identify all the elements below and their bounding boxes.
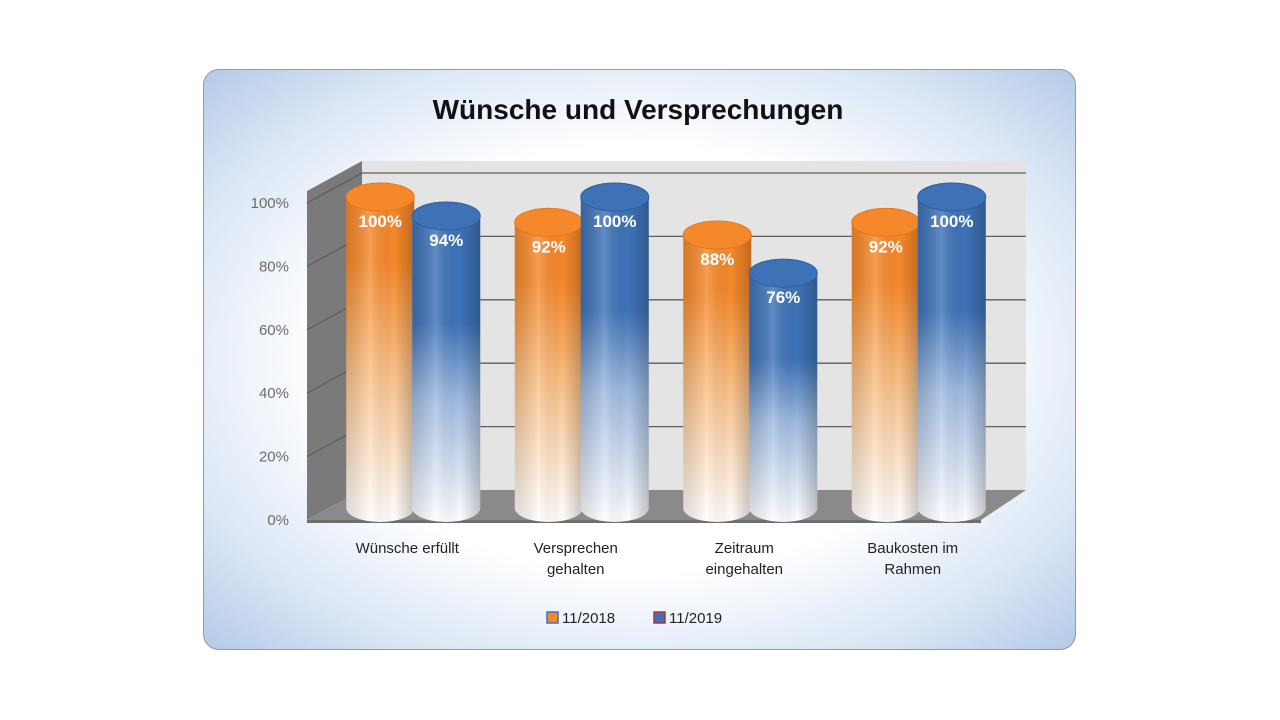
x-category-label: Versprechen gehalten [534, 540, 618, 578]
bar-top [345, 182, 415, 212]
bar-shade [749, 273, 818, 522]
bar-shade [851, 222, 920, 523]
bar: 100% [580, 182, 650, 522]
data-label: 88% [700, 250, 734, 269]
legend-item: 11/2018 [546, 610, 615, 627]
legend-label: 11/2019 [669, 610, 722, 627]
legend-swatch [546, 611, 559, 624]
chart-svg: Wünsche und Versprechungen 0% 20% 40% 60% 80… [251, 94, 1026, 627]
y-axis: 0% 20% 40% 60% 80% 100% [251, 195, 289, 529]
floor-edge [307, 520, 981, 523]
x-category-line: Baukosten im [867, 540, 958, 557]
bar-shade [346, 197, 415, 522]
chart-title: Wünsche und Versprechungen [433, 94, 844, 125]
legend: 11/2018 11/2019 [546, 610, 722, 627]
x-category-label: Zeitraum eingehalten [705, 540, 783, 578]
bar-shade [917, 197, 986, 522]
bar-top [682, 220, 752, 250]
bar: 88% [682, 220, 752, 523]
x-category-line: Versprechen [534, 540, 618, 557]
bar-shade [683, 235, 752, 523]
bar: 100% [345, 182, 415, 522]
x-category-line: eingehalten [705, 561, 783, 578]
bar: 100% [917, 182, 987, 522]
data-label: 76% [766, 288, 800, 307]
legend-item: 11/2019 [653, 610, 722, 627]
bar-top [851, 207, 921, 237]
bar: 92% [851, 207, 921, 523]
x-category-label: Wünsche erfüllt [356, 540, 460, 557]
legend-label: 11/2018 [562, 610, 615, 627]
bar: 76% [748, 258, 818, 522]
data-label: 92% [532, 237, 566, 256]
legend-swatch [653, 611, 666, 624]
bars: 100% 94% 92% 100% 88% 76% 92% 100% [345, 182, 987, 523]
y-tick-label: 80% [259, 258, 289, 275]
data-label: 100% [359, 212, 402, 231]
bar-shade [580, 197, 649, 522]
data-label: 94% [429, 231, 463, 250]
y-tick-label: 0% [267, 512, 289, 529]
x-category-line: Rahmen [884, 561, 941, 578]
bar-shade [412, 216, 481, 522]
data-label: 92% [869, 237, 903, 256]
bar-top [917, 182, 987, 212]
x-category-line: gehalten [547, 561, 605, 578]
bar-top [748, 258, 818, 288]
bar-top [411, 201, 481, 231]
y-tick-label: 40% [259, 385, 289, 402]
x-category-line: Zeitraum [715, 540, 774, 557]
gridline-side [306, 172, 363, 204]
data-label: 100% [930, 212, 973, 231]
data-label: 100% [593, 212, 636, 231]
bar-top [580, 182, 650, 212]
bar: 92% [514, 207, 584, 523]
y-tick-label: 60% [259, 322, 289, 339]
floor [307, 490, 1026, 520]
chart-frame: Wünsche und Versprechungen 0% 20% 40% 60% 80… [203, 69, 1076, 650]
x-axis: Wünsche erfüllt Versprechen gehalten Zeitra… [356, 540, 959, 578]
bar-shade [514, 222, 583, 523]
x-category-label: Baukosten im Rahmen [867, 540, 958, 578]
x-category-line: Wünsche erfüllt [356, 540, 460, 557]
y-tick-label: 100% [251, 195, 289, 212]
bar: 94% [411, 201, 481, 522]
y-tick-label: 20% [259, 449, 289, 466]
bar-top [514, 207, 584, 237]
